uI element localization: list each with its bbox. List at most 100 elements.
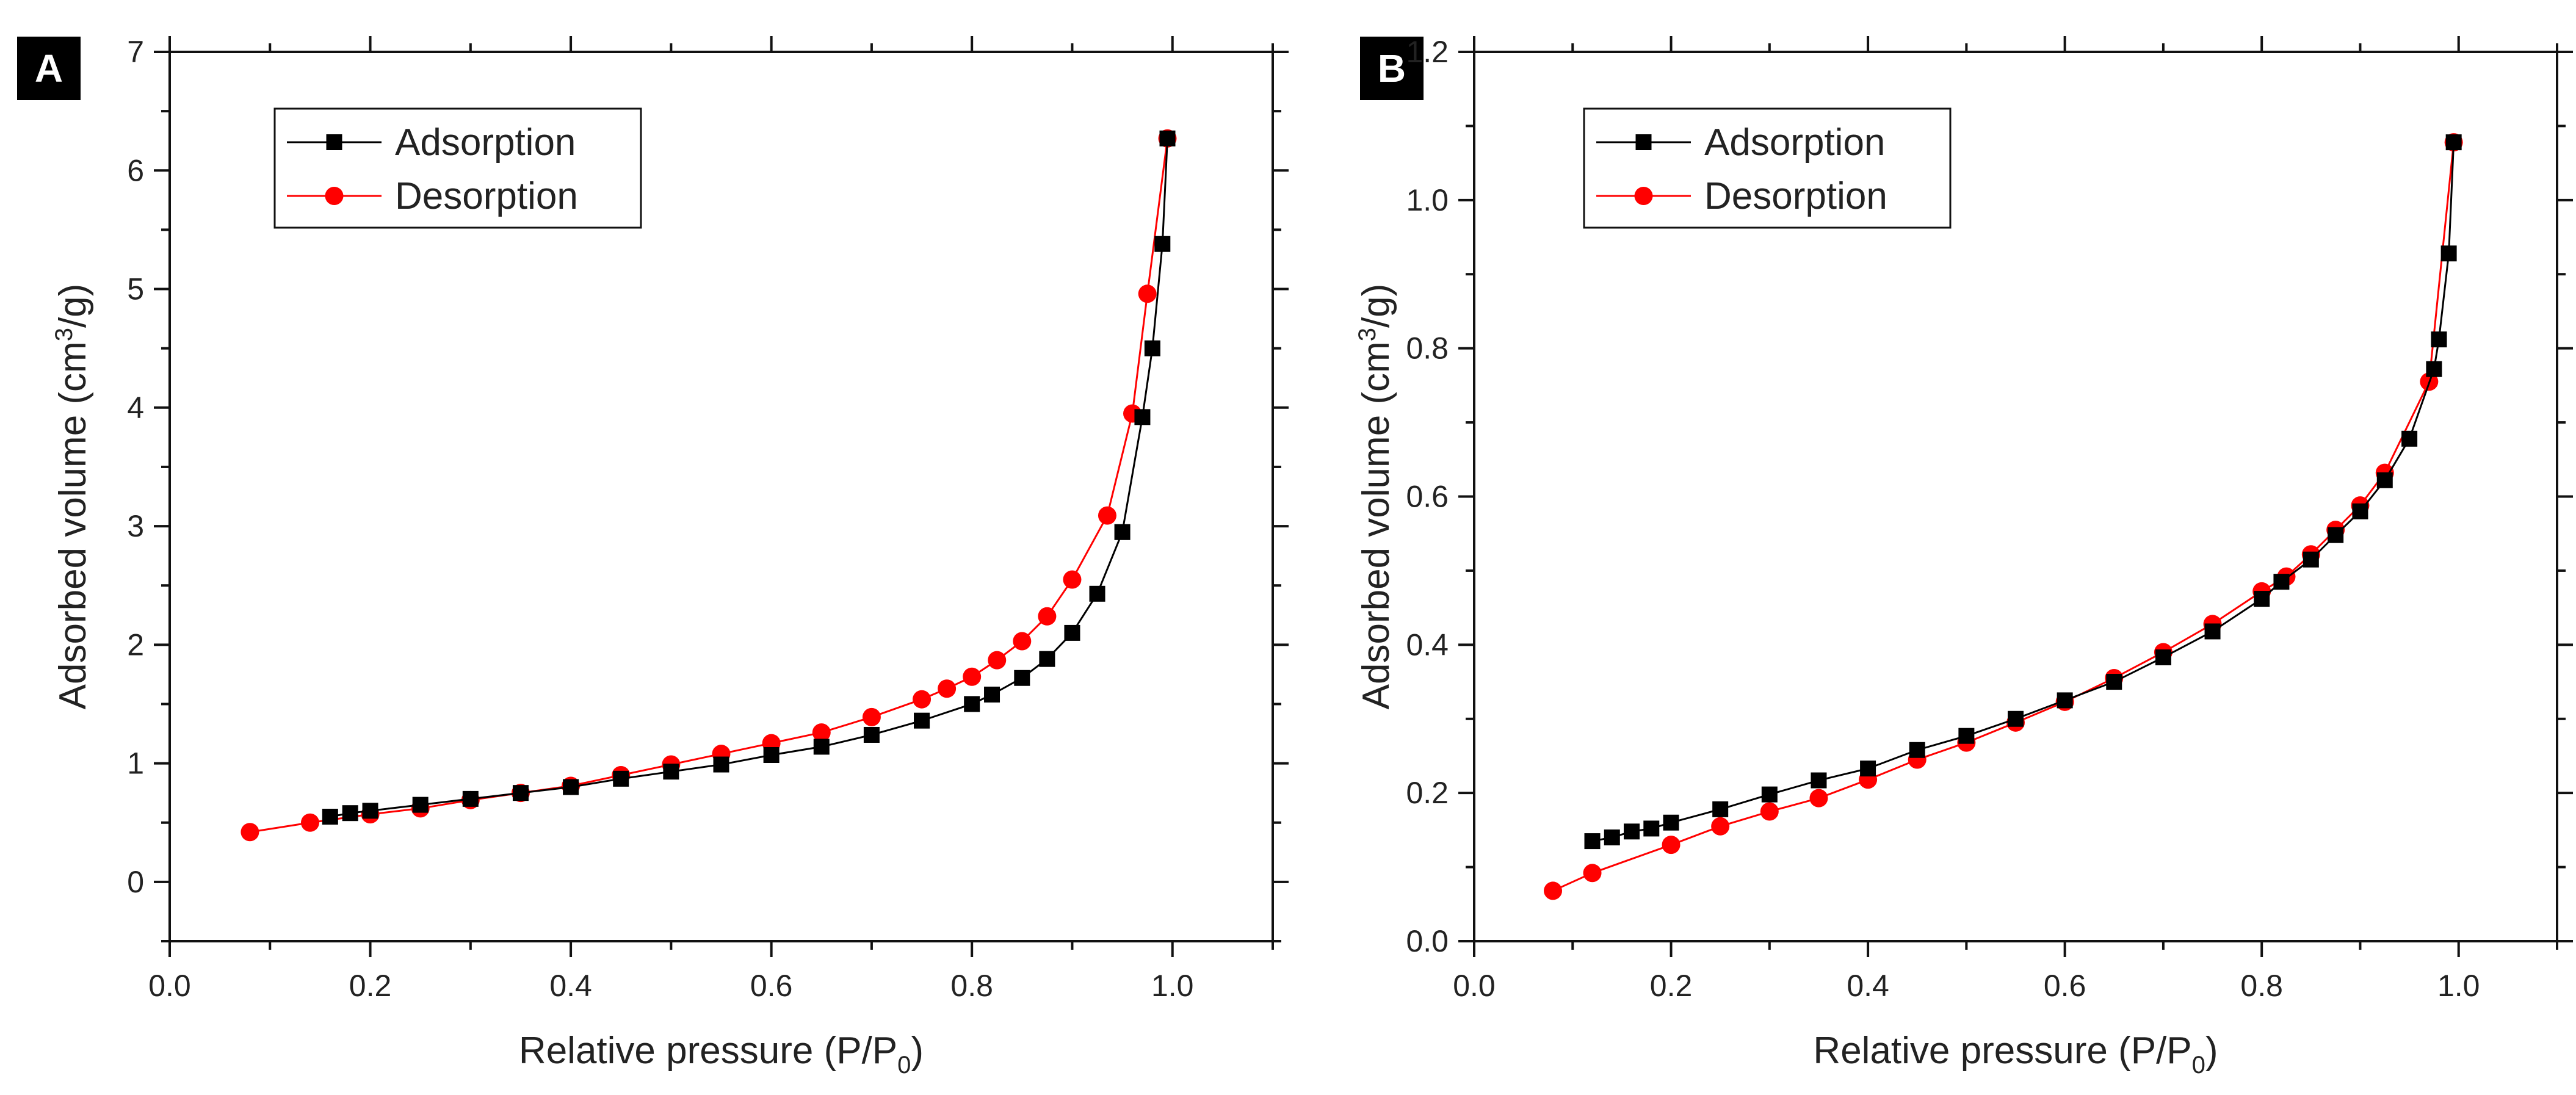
adsorption-point: [342, 805, 358, 822]
adsorption-point: [1643, 820, 1660, 837]
adsorption-point: [1154, 236, 1171, 252]
y-tick-label: 0: [127, 865, 144, 899]
y-tick-label: 0.0: [1406, 924, 1449, 958]
x-tick-label: 0.6: [2044, 969, 2086, 1003]
adsorption-point: [2431, 331, 2447, 348]
plot-frame: [168, 51, 1274, 942]
adsorption-point: [1089, 585, 1105, 602]
desorption-point: [1063, 570, 1082, 589]
adsorption-point: [512, 785, 529, 801]
adsorption-point: [663, 764, 679, 780]
y-tick-label: 2: [127, 627, 144, 662]
x-axis-title: Relative pressure (P/P0): [1813, 1030, 2218, 1079]
y-tick-label: 0.8: [1406, 331, 1449, 366]
y-tick-label: 3: [127, 509, 144, 543]
y-axis-title: Adsorbed volume (cm3/g): [51, 284, 94, 710]
desorption-point: [963, 667, 982, 686]
adsorption-point: [1712, 801, 1729, 817]
desorption-point: [812, 723, 831, 742]
panel-letter-badge: [17, 37, 81, 100]
desorption-point: [1809, 789, 1828, 808]
adsorption-point: [863, 726, 880, 743]
x-tick-label: 0.2: [349, 969, 392, 1003]
adsorption-point: [1761, 786, 1778, 803]
desorption-point: [1711, 817, 1730, 836]
adsorption-point: [1584, 833, 1601, 850]
x-tick-label: 1.0: [1151, 969, 1194, 1003]
desorption-point: [1038, 607, 1057, 626]
legend-marker: [325, 187, 344, 205]
adsorption-point: [2352, 503, 2368, 519]
panel-a: A 0.0 0.2 0.4 0.6 0.8 1.0 0 1 2 3 4 5 6 7 Relative pres…: [17, 35, 1289, 1079]
x-tick-label: 1.0: [2437, 969, 2480, 1003]
adsorption-point: [2106, 674, 2122, 690]
adsorption-point: [2328, 527, 2344, 543]
adsorption-point: [2401, 430, 2418, 447]
adsorption-point: [1958, 728, 1975, 744]
legend-entry: Desorption: [287, 175, 578, 217]
x-tick-label: 0.4: [549, 969, 592, 1003]
adsorption-point: [2057, 692, 2073, 709]
adsorption-point: [713, 756, 729, 773]
adsorption-point: [1039, 651, 1055, 667]
x-tick-label: 0.0: [148, 969, 191, 1003]
y-tick-label: 5: [127, 272, 144, 306]
desorption-point: [1662, 836, 1681, 855]
y-tick-label: 0.6: [1406, 480, 1449, 514]
legend-entry: Adsorption: [287, 121, 576, 164]
adsorption-point: [1663, 814, 1679, 831]
panel-letter: A: [35, 46, 63, 90]
legend-box: [1583, 107, 1952, 229]
x-tick-label: 0.0: [1453, 969, 1496, 1003]
x-tick-label: 0.8: [950, 969, 993, 1003]
y-axis-title: Adsorbed volume (cm3/g): [1354, 284, 1397, 710]
legend-label: Adsorption: [1704, 121, 1885, 164]
panel-letter: B: [1378, 46, 1406, 90]
desorption-point: [862, 707, 881, 726]
y-tick-label: 1.0: [1406, 183, 1449, 217]
desorption-point: [1013, 632, 1032, 651]
adsorption-point: [1134, 409, 1151, 425]
adsorption-point: [412, 797, 429, 813]
adsorption-point: [964, 696, 980, 712]
adsorption-point: [1144, 340, 1160, 356]
adsorption-point: [1604, 829, 1620, 846]
adsorption-point: [563, 779, 579, 795]
desorption-point: [988, 651, 1007, 670]
adsorption-point: [2376, 472, 2393, 488]
y-tick-label: 4: [127, 391, 144, 425]
adsorption-point: [462, 790, 479, 807]
adsorption-point: [2204, 623, 2221, 640]
panel-letter-badge: [1360, 37, 1424, 100]
adsorption-point: [763, 747, 780, 764]
x-tick-label: 0.4: [1847, 969, 1889, 1003]
series-adsorption: [322, 130, 1176, 825]
x-tick-label: 0.6: [750, 969, 793, 1003]
legend-marker: [1634, 187, 1653, 205]
x-tick-label: 0.2: [1650, 969, 1693, 1003]
adsorption-point: [2426, 361, 2442, 377]
y-tick-label: 1: [127, 746, 144, 781]
adsorption-point: [1064, 624, 1080, 641]
legend: Adsorption Desorption: [273, 107, 642, 229]
legend-entry: Desorption: [1596, 175, 1887, 217]
adsorption-point: [2303, 551, 2319, 568]
desorption-point: [913, 690, 932, 709]
adsorption-point: [813, 739, 830, 755]
adsorption-point: [322, 809, 338, 825]
y-tick-label: 0.2: [1406, 776, 1449, 810]
desorption-line: [1552, 142, 2455, 892]
adsorption-point: [1811, 772, 1827, 789]
adsorption-point: [1624, 823, 1640, 840]
y-tick-label: 1.2: [1406, 35, 1449, 69]
legend-box: [273, 107, 642, 229]
legend-marker: [1635, 134, 1652, 150]
adsorption-point: [613, 770, 629, 787]
adsorption-point: [2445, 134, 2462, 151]
adsorption-point: [984, 686, 1000, 703]
y-tick-label: 6: [127, 153, 144, 187]
adsorption-point: [2155, 649, 2171, 665]
desorption-point: [1544, 881, 1563, 900]
adsorption-point: [1159, 130, 1176, 146]
adsorption-point: [1909, 742, 1925, 758]
